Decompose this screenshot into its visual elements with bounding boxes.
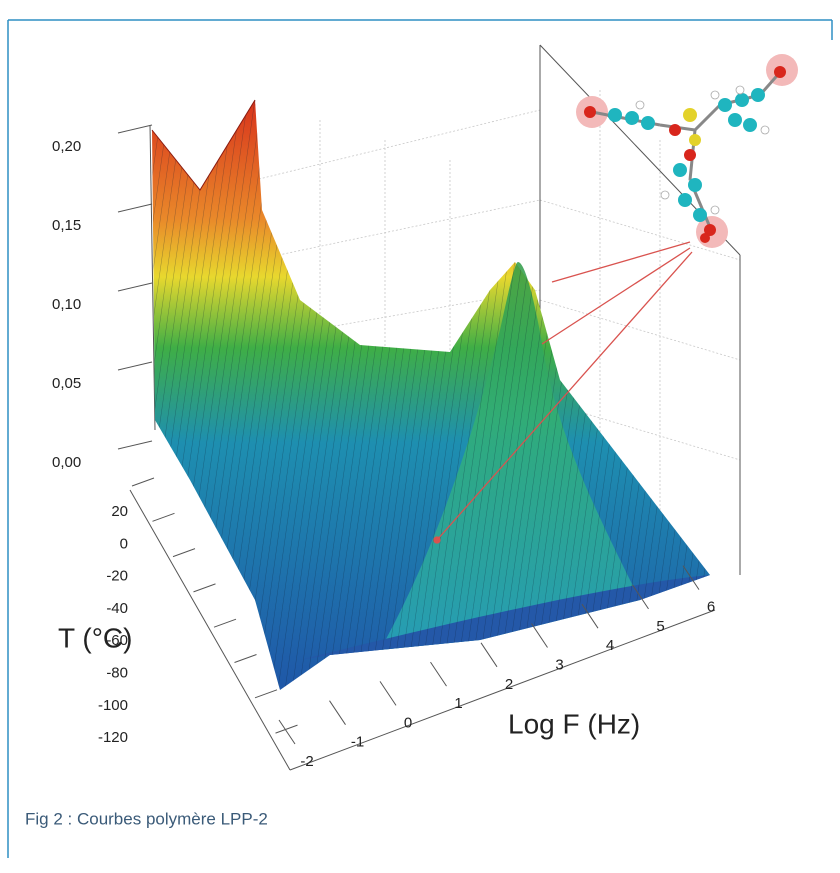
z-tick-label: 0,10 — [52, 296, 81, 313]
f-tick — [531, 623, 548, 648]
axes-box — [129, 44, 741, 771]
t-tick-label: -100 — [98, 697, 128, 714]
f-tick-label: 0 — [404, 714, 412, 731]
t-tick — [172, 548, 196, 558]
f-tick-label: 4 — [606, 637, 614, 654]
z-tick-label: 0,15 — [52, 217, 81, 234]
z-tick-label: 0,20 — [52, 138, 81, 155]
t-axis-label: T (°C) — [58, 622, 132, 653]
t-tick — [213, 618, 237, 628]
molecule — [576, 54, 798, 248]
f-tick-label: 5 — [656, 618, 664, 635]
t-tick-label: -80 — [106, 664, 128, 681]
f-tick — [329, 700, 346, 725]
f-tick — [632, 584, 649, 610]
t-tick — [254, 689, 278, 699]
f-tick — [581, 603, 599, 629]
z-tick — [117, 440, 153, 450]
t-tick — [131, 477, 155, 487]
f-tick — [278, 719, 296, 745]
caption: Fig 2 : Courbes polymère LPP-2 — [25, 809, 268, 828]
t-tick-label: -40 — [106, 600, 128, 617]
t-tick-label: -120 — [98, 729, 128, 746]
surface — [151, 99, 710, 690]
f-tick — [379, 681, 397, 706]
f-tick-label: 1 — [454, 695, 462, 712]
t-tick — [193, 583, 216, 593]
z-tick — [117, 203, 153, 213]
t-tick — [152, 512, 175, 522]
z-tick — [117, 282, 153, 292]
ticks: 0,200,150,100,050,00200-20-40-60-80-100-… — [52, 124, 715, 770]
t-tick — [234, 654, 257, 663]
f-tick — [682, 565, 700, 590]
t-tick-label: -20 — [106, 568, 128, 585]
z-tick-label: 0,00 — [52, 454, 81, 471]
f-tick-label: 3 — [555, 656, 563, 673]
f-tick — [480, 642, 498, 668]
f-tick — [430, 661, 447, 687]
z-tick — [117, 361, 153, 371]
f-tick-label: 6 — [707, 599, 715, 616]
z-tick-label: 0,05 — [52, 375, 81, 392]
f-tick-label: 2 — [505, 676, 513, 693]
frame — [7, 19, 833, 858]
f-tick-label: -1 — [351, 734, 364, 751]
t-tick-label: -60 — [106, 632, 128, 649]
t-tick — [275, 724, 298, 734]
t-tick-label: 20 — [111, 503, 128, 520]
z-tick — [117, 124, 153, 134]
f-axis-label: Log F (Hz) — [508, 708, 640, 739]
t-tick-label: 0 — [120, 535, 128, 552]
f-tick-label: -2 — [300, 753, 313, 770]
arrows — [433, 241, 693, 544]
